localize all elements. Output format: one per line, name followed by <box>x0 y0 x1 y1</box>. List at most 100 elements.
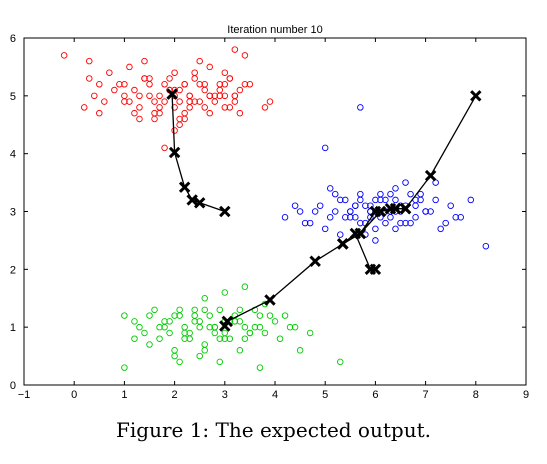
green-point <box>256 312 264 319</box>
green-point <box>161 318 168 325</box>
centroid-marker <box>424 169 437 182</box>
blue-point <box>387 214 394 221</box>
green-point <box>186 335 193 342</box>
red-point <box>191 75 198 82</box>
red-point <box>201 81 208 88</box>
centroid-marker <box>219 320 231 332</box>
blue-point <box>367 208 374 215</box>
red-point <box>146 92 153 100</box>
red-point <box>121 92 128 100</box>
green-point <box>251 323 259 331</box>
green-point <box>306 329 314 337</box>
blue-point <box>342 214 349 221</box>
red-point <box>241 52 249 59</box>
red-point <box>171 69 178 76</box>
blue-point <box>407 219 414 227</box>
x-tick-label: 0 <box>71 389 77 401</box>
red-point <box>191 98 198 105</box>
green-point <box>151 306 158 314</box>
blue-point <box>377 190 384 198</box>
centroid-marker <box>364 263 377 276</box>
green-point <box>261 329 269 337</box>
y-tick-label: 3 <box>10 207 16 219</box>
red-point <box>226 104 234 111</box>
centroid-marker <box>178 181 191 193</box>
green-point <box>271 318 279 325</box>
green-point <box>131 318 138 325</box>
blue-point <box>342 196 349 204</box>
blue-point <box>321 144 329 152</box>
blue-point <box>352 214 359 221</box>
centroid-path <box>171 94 226 213</box>
blue-point <box>347 214 354 221</box>
centroid-marker <box>384 202 397 215</box>
blue-point <box>301 219 309 227</box>
blue-point <box>337 231 344 238</box>
red-point <box>171 104 178 111</box>
blue-point <box>352 202 359 209</box>
green-point <box>121 312 128 319</box>
green-point <box>146 341 153 348</box>
x-tick-label: 2 <box>172 389 178 401</box>
red-point <box>211 92 219 100</box>
red-point <box>206 92 213 100</box>
x-tick-label: 7 <box>423 389 429 401</box>
centroid-marker <box>354 227 367 240</box>
blue-point <box>392 196 399 204</box>
blue-point <box>362 202 369 209</box>
red-point <box>196 57 203 65</box>
centroid-marker <box>337 238 349 250</box>
blue-point <box>291 202 299 209</box>
green-point <box>246 329 254 337</box>
y-tick-label: 6 <box>10 33 16 45</box>
green-point <box>291 323 299 331</box>
centroid-marker <box>193 197 206 209</box>
figure-caption: Figure 1: The expected output. <box>116 418 431 442</box>
green-point <box>236 318 244 325</box>
green-point <box>171 312 178 319</box>
blue-point <box>311 208 319 215</box>
blue-point <box>427 208 434 215</box>
blue-point <box>432 196 439 204</box>
red-point <box>101 98 108 105</box>
red-point <box>141 75 148 82</box>
blue-point <box>331 208 339 215</box>
red-point <box>171 127 178 134</box>
green-point <box>256 364 264 371</box>
red-point <box>261 104 269 111</box>
green-point <box>281 312 289 319</box>
blue-point <box>457 214 464 221</box>
blue-point <box>417 190 424 198</box>
green-point <box>221 289 229 296</box>
red-point <box>111 86 118 94</box>
blue-point <box>357 219 364 227</box>
blue-point <box>331 190 339 198</box>
green-point <box>256 323 264 331</box>
blue-point <box>326 185 334 192</box>
red-point <box>91 92 98 100</box>
green-point <box>241 335 249 342</box>
green-point <box>201 347 208 354</box>
green-point <box>241 283 249 290</box>
red-point <box>96 81 103 88</box>
green-point <box>276 335 284 342</box>
green-point <box>206 323 213 331</box>
red-point <box>131 109 138 117</box>
red-point <box>221 104 229 111</box>
blue-point <box>407 190 414 198</box>
green-point <box>296 347 304 354</box>
green-point <box>231 318 239 325</box>
blue-point <box>321 225 329 233</box>
red-point <box>136 115 143 123</box>
green-point <box>136 323 143 331</box>
red-point <box>106 69 113 76</box>
red-point <box>236 109 244 117</box>
green-point <box>156 323 163 331</box>
blue-point <box>442 219 449 227</box>
green-point <box>221 335 229 342</box>
blue-point <box>382 196 389 204</box>
green-point <box>211 323 219 331</box>
y-tick-label: 1 <box>10 322 16 334</box>
blue-point <box>357 196 364 204</box>
